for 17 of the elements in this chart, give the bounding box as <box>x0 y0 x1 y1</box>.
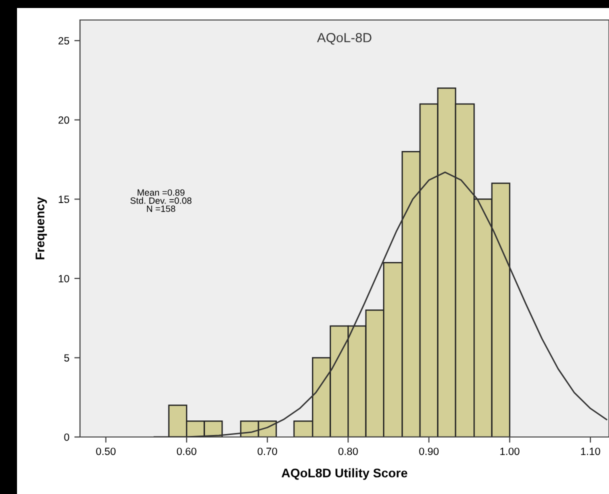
x-tick-label: 1.00 <box>500 448 520 456</box>
y-tick-label: 25 <box>58 37 70 44</box>
y-tick-label: 20 <box>58 116 70 124</box>
x-tick-label: 0.80 <box>338 448 358 456</box>
x-axis-title: AQoL8D Utility Score <box>282 468 408 480</box>
text: AQoL-8D <box>317 32 372 45</box>
y-tick-label: 0 <box>64 434 70 441</box>
y-tick-label: 15 <box>58 196 70 204</box>
x-tick-label: 0.60 <box>176 448 196 456</box>
x-tick-label: 1.10 <box>581 448 600 456</box>
annotation: Mean =0.89 Std. Dev. =0.08 N =158 <box>130 189 192 212</box>
y-tick-label: 5 <box>64 354 70 362</box>
y-axis-title: Frequency <box>36 196 47 260</box>
x-tick-label: 0.70 <box>258 448 278 456</box>
x-tick-label: 0.50 <box>96 448 116 456</box>
x-tick-label: 0.90 <box>419 448 439 456</box>
y-tick-label: 10 <box>58 274 70 282</box>
